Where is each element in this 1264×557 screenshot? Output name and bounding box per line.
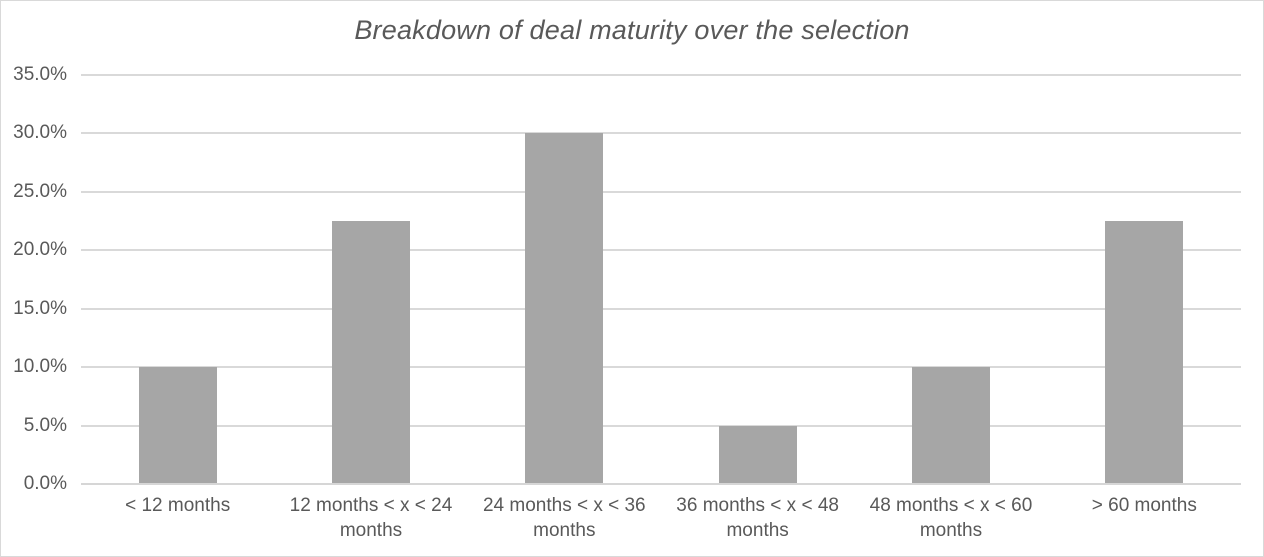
- x-axis-category: 36 months < x < 48 months: [661, 493, 854, 543]
- gridline: [81, 366, 1241, 369]
- bar: [138, 367, 217, 484]
- x-axis-category: 12 months < x < 24 months: [274, 493, 467, 543]
- y-axis-tick-label: 0.0%: [23, 473, 67, 494]
- y-axis-tick-label: 20.0%: [13, 239, 67, 261]
- y-axis-tick-label: 5.0%: [23, 414, 67, 436]
- y-axis-tick-label: 25.0%: [13, 180, 67, 202]
- x-axis-category: 48 months < x < 60 months: [854, 493, 1047, 543]
- gridline: [81, 249, 1241, 252]
- y-axis-tick-label: 30.0%: [13, 122, 67, 144]
- bar: [912, 367, 990, 484]
- bar: [718, 425, 797, 484]
- chart-title: Breakdown of deal maturity over the sele…: [354, 15, 910, 45]
- y-axis-tick-label: 35.0%: [13, 64, 67, 85]
- x-axis-category-label: 36 months < x < 48 months: [676, 495, 839, 541]
- gridline: [81, 132, 1241, 135]
- x-axis: < 12 months 12 months < x < 24 months 24 m…: [81, 493, 1241, 543]
- x-axis-line: [81, 483, 1241, 485]
- bar: [525, 133, 604, 484]
- y-axis-tick-label: 15.0%: [13, 297, 67, 319]
- x-axis-category-label: 48 months < x < 60 months: [869, 495, 1033, 541]
- x-axis-category-label: 12 months < x < 24 months: [289, 495, 453, 541]
- x-axis-category: < 12 months: [81, 493, 274, 543]
- plot-area: [81, 74, 1241, 485]
- gridline: [81, 74, 1241, 76]
- bar: [332, 221, 410, 484]
- gridline: [81, 307, 1241, 310]
- y-axis-tick-label: 10.0%: [13, 356, 67, 378]
- gridline: [81, 424, 1241, 427]
- x-axis-category: > 60 months: [1048, 493, 1241, 543]
- y-axis: 35.0% 30.0% 25.0% 20.0% 15.0% 10.0% 5.0% 0.0%: [1, 64, 67, 494]
- x-axis-category-label: 24 months < x < 36 months: [482, 495, 646, 541]
- bar: [1105, 221, 1184, 484]
- x-axis-category: 24 months < x < 36 months: [468, 493, 661, 543]
- x-axis-category-label: < 12 months: [125, 495, 231, 516]
- x-axis-category-label: > 60 months: [1091, 495, 1197, 516]
- gridline: [81, 190, 1241, 193]
